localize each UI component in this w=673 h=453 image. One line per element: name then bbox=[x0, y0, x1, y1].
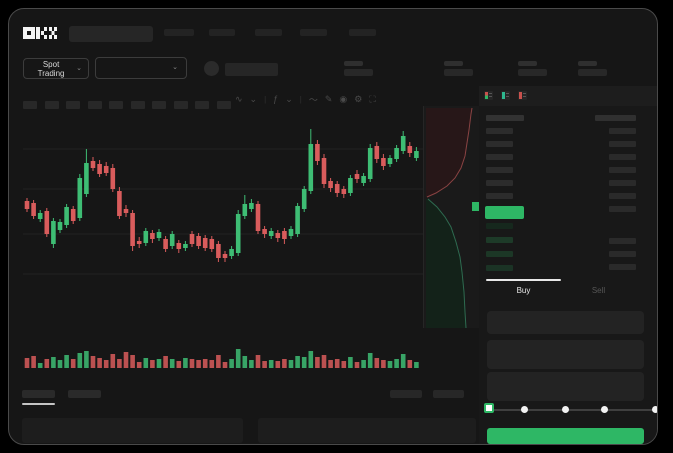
total-field[interactable] bbox=[487, 372, 644, 401]
ticker-stat-label-placeholder bbox=[444, 61, 463, 66]
chevron-down-icon: ⌄ bbox=[172, 64, 178, 71]
timeframe-chip-placeholder[interactable] bbox=[195, 101, 209, 109]
chevron-down-icon: ⌄ bbox=[76, 64, 82, 72]
nav-item-placeholder[interactable] bbox=[164, 29, 194, 36]
slider-step-dot[interactable] bbox=[651, 406, 657, 413]
last-price-value-placeholder bbox=[344, 69, 373, 76]
okx-logo bbox=[23, 27, 57, 39]
timeframe-chip-placeholder[interactable] bbox=[44, 101, 59, 109]
chevron-down-icon[interactable]: ⌄ bbox=[249, 93, 258, 104]
tab-buy[interactable]: Buy bbox=[516, 285, 531, 295]
market-type-label: Spot Trading bbox=[37, 59, 65, 78]
ask-size-row bbox=[609, 167, 636, 173]
chart-toolbar-icons: ∿ ⌄ | ƒ ⌄ | 〜 ✎ ◉ ⚙ ⛶ bbox=[235, 93, 376, 105]
indicators-icon[interactable]: ƒ bbox=[273, 94, 279, 104]
depth-chart bbox=[423, 106, 479, 328]
ask-size-row bbox=[609, 206, 636, 212]
ask-size-row bbox=[609, 193, 636, 199]
bottom-action-placeholder[interactable] bbox=[433, 390, 464, 398]
bid-price-row[interactable] bbox=[486, 237, 513, 243]
overlay-icon[interactable]: 〜 bbox=[308, 94, 318, 105]
ask-size-row bbox=[609, 180, 636, 186]
orders-panel-right bbox=[258, 418, 476, 443]
ticker-stat-label-placeholder bbox=[518, 61, 537, 66]
bottom-tab-placeholder[interactable] bbox=[68, 390, 101, 398]
bottom-tab-placeholder[interactable] bbox=[22, 390, 55, 398]
last-price-label-placeholder bbox=[344, 61, 363, 66]
timeframe-chip-placeholder[interactable] bbox=[109, 101, 123, 109]
coin-avatar bbox=[204, 61, 219, 76]
orderbook-bids-icon[interactable] bbox=[501, 91, 510, 100]
nav-item-placeholder[interactable] bbox=[300, 29, 327, 36]
orderbook-both-icon[interactable] bbox=[484, 91, 493, 100]
draw-icon[interactable]: ✎ bbox=[324, 93, 333, 104]
divider: | bbox=[264, 94, 267, 104]
active-bottom-tab-indicator bbox=[22, 403, 55, 405]
ask-size-row bbox=[609, 128, 636, 134]
bid-price-row[interactable] bbox=[486, 251, 513, 257]
timeframe-chip-placeholder[interactable] bbox=[66, 101, 80, 109]
orders-panel-left bbox=[22, 418, 243, 443]
timeframe-chip-placeholder[interactable] bbox=[216, 101, 231, 109]
slider-step-dot[interactable] bbox=[520, 406, 528, 413]
bid-price-row[interactable] bbox=[486, 223, 513, 229]
nav-item-placeholder[interactable] bbox=[209, 29, 235, 36]
market-type-selector[interactable]: Spot Trading ⌄ bbox=[23, 58, 89, 79]
screenshot-icon[interactable]: ◉ bbox=[339, 93, 348, 104]
search-input[interactable] bbox=[69, 26, 153, 42]
buy-submit-button[interactable] bbox=[487, 428, 644, 444]
ask-price-row[interactable] bbox=[486, 154, 513, 160]
ask-header-placeholder bbox=[486, 115, 524, 121]
ticker-stat-label-placeholder bbox=[578, 61, 597, 66]
active-tab-indicator bbox=[486, 279, 561, 281]
ask-size-row bbox=[609, 154, 636, 160]
amount-field[interactable] bbox=[487, 340, 644, 369]
ticker-stat-value-placeholder bbox=[578, 69, 607, 76]
tab-sell[interactable]: Sell bbox=[591, 285, 606, 295]
ticker-stat-value-placeholder bbox=[518, 69, 547, 76]
bid-price-row[interactable] bbox=[486, 265, 513, 271]
candlestick-chart[interactable] bbox=[23, 106, 423, 336]
ask-size-row bbox=[609, 141, 636, 147]
bid-size-row bbox=[609, 238, 636, 244]
settings-icon[interactable]: ⚙ bbox=[354, 93, 363, 104]
slider-handle[interactable] bbox=[484, 403, 494, 413]
line-tools-icon[interactable]: ∿ bbox=[235, 93, 243, 104]
volume-chart bbox=[24, 349, 419, 368]
ask-price-row[interactable] bbox=[486, 167, 513, 173]
timeframe-chip-placeholder[interactable] bbox=[173, 101, 188, 109]
bid-size-row bbox=[609, 264, 636, 270]
size-header-placeholder bbox=[595, 115, 636, 121]
orderbook-asks-icon[interactable] bbox=[518, 91, 527, 100]
timeframe-chip-placeholder[interactable] bbox=[87, 101, 102, 109]
pair-selector[interactable]: ⌄ bbox=[95, 57, 187, 79]
amount-slider-track[interactable] bbox=[489, 409, 657, 411]
timeframe-chip-placeholder[interactable] bbox=[23, 101, 37, 109]
bottom-action-placeholder[interactable] bbox=[390, 390, 422, 398]
last-price-pill[interactable] bbox=[485, 206, 524, 219]
bid-size-row bbox=[609, 251, 636, 257]
slider-step-dot[interactable] bbox=[561, 406, 569, 413]
fullscreen-icon[interactable]: ⛶ bbox=[369, 93, 376, 104]
slider-step-dot[interactable] bbox=[600, 406, 608, 413]
divider: | bbox=[299, 94, 302, 104]
price-field[interactable] bbox=[487, 311, 644, 334]
ask-price-row[interactable] bbox=[486, 128, 513, 134]
chevron-down-icon[interactable]: ⌄ bbox=[285, 93, 293, 104]
app-window: Spot Trading ⌄ ⌄ ∿ ⌄ | ƒ ⌄ | 〜 ✎ ◉ ⚙ ⛶ bbox=[8, 8, 658, 445]
timeframe-chip-placeholder[interactable] bbox=[152, 101, 166, 109]
ask-price-row[interactable] bbox=[486, 193, 513, 199]
ask-price-row[interactable] bbox=[486, 180, 513, 186]
nav-item-placeholder[interactable] bbox=[255, 29, 282, 36]
ask-price-row[interactable] bbox=[486, 141, 513, 147]
timeframe-chip-placeholder[interactable] bbox=[130, 101, 145, 109]
nav-item-placeholder[interactable] bbox=[349, 29, 376, 36]
ticker-stat-value-placeholder bbox=[444, 69, 473, 76]
pair-name-placeholder bbox=[225, 63, 278, 76]
